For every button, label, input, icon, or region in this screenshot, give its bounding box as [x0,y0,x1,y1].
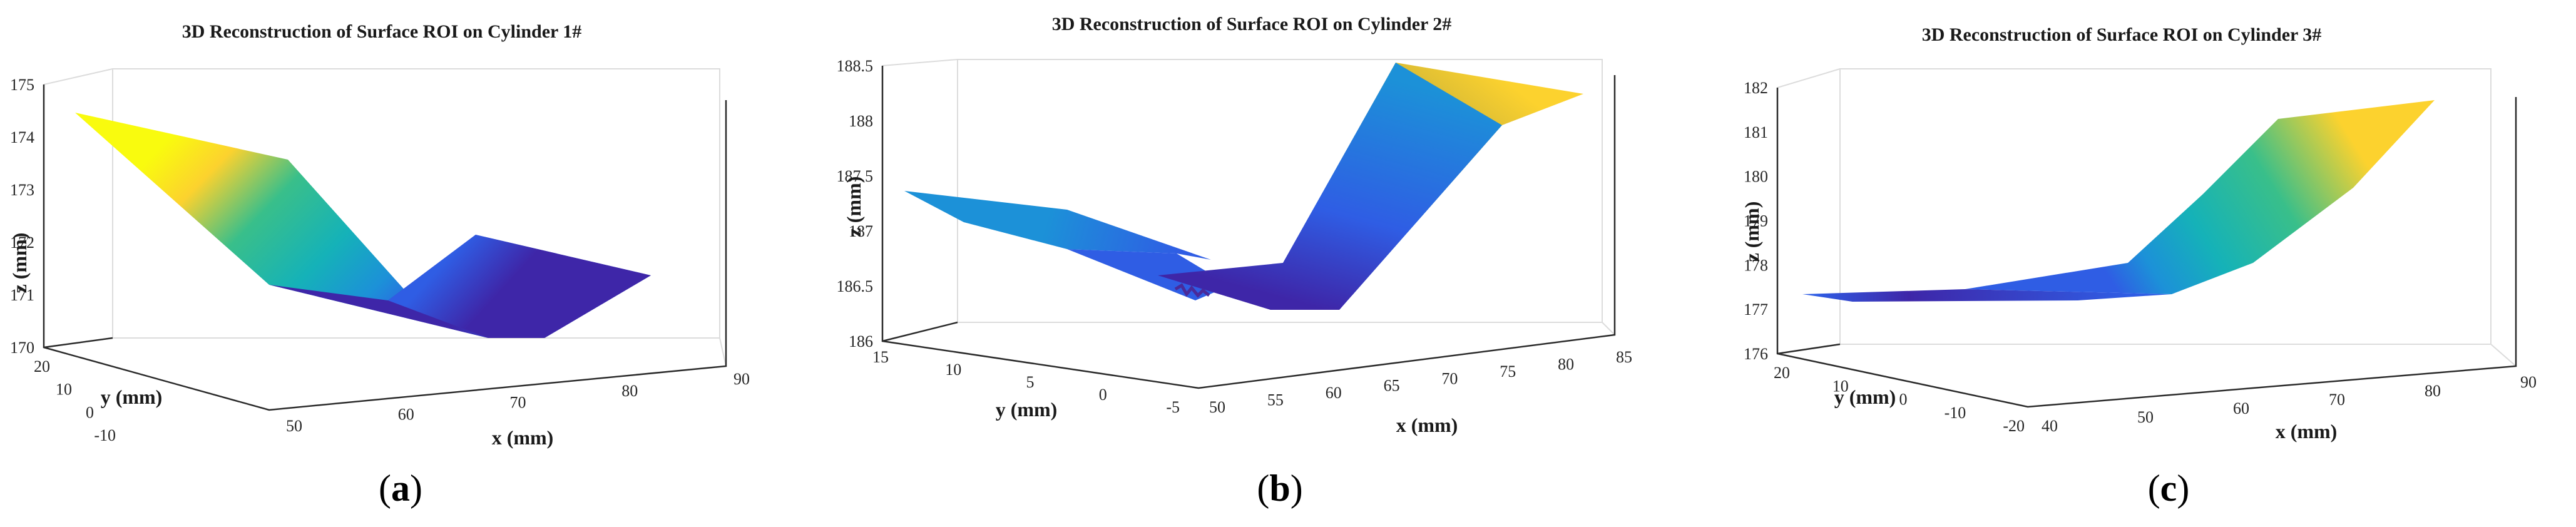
x-tick-a: 80 [621,382,638,400]
y-tick-b: 0 [1099,386,1107,404]
panel-label-c: (c) [2148,468,2190,509]
x-tick-c: 80 [2425,382,2441,400]
axes-box-c [1776,68,2517,408]
x-tick-b: 70 [1441,369,1458,387]
axes-box-b [881,59,1616,389]
x-tick-c: 90 [2520,373,2537,391]
surface-right-slope-c [1965,100,2435,294]
y-tick-a: 10 [56,381,72,399]
x-tick-b: 55 [1267,391,1284,409]
y-tick-b: 5 [1026,373,1035,391]
y-axis-label-c: y (mm) [1834,386,1896,408]
z-tick-c: 180 [1744,168,1768,186]
x-tick-a: 60 [398,405,414,423]
z-tick-c: 181 [1744,123,1768,141]
z-tick-b: 188 [849,112,873,130]
surface-valley-b [1158,63,1502,310]
x-axis-label-b: x (mm) [1396,414,1458,436]
surface-left-slope-b [904,191,1211,260]
z-tick-c: 178 [1744,256,1768,274]
chart-title-c: 3D Reconstruction of Surface ROI on Cyli… [1922,24,2322,45]
chart-title-a: 3D Reconstruction of Surface ROI on Cyli… [182,21,582,42]
z-tick-b: 186.5 [837,277,874,295]
chart-panel-c: 3D Reconstruction of Surface ROI on Cyli… [1740,24,2537,509]
y-tick-c: 0 [1899,391,1908,409]
y-tick-a: 20 [34,357,50,376]
surface-valley-a [388,235,651,338]
x-tick-c: 50 [2137,408,2154,426]
y-tick-a: 0 [86,403,94,421]
panel-label-b: (b) [1257,468,1302,509]
x-tick-b: 80 [1558,355,1574,373]
surface-left-slope-a [75,113,488,338]
x-tick-a: 70 [510,394,526,412]
x-tick-a: 90 [733,370,750,388]
x-tick-b: 60 [1326,384,1342,402]
x-tick-b: 65 [1384,377,1400,395]
x-tick-b: 75 [1500,362,1516,381]
z-tick-b: 188.5 [837,57,874,75]
x-tick-b: 85 [1616,348,1632,366]
z-tick-a: 171 [10,286,34,304]
z-tick-c: 182 [1744,79,1768,97]
z-tick-a: 175 [10,76,34,94]
y-tick-c: -10 [1945,404,1966,422]
y-tick-c: 10 [1832,377,1849,395]
panel-label-a: (a) [379,468,422,509]
z-tick-c: 179 [1744,212,1768,230]
z-tick-c: 177 [1744,300,1768,319]
z-tick-a: 173 [10,181,34,199]
y-tick-c: -20 [2003,417,2025,435]
y-axis-label-a: y (mm) [101,386,163,408]
y-tick-c: 20 [1774,364,1790,382]
chart-title-b: 3D Reconstruction of Surface ROI on Cyli… [1052,14,1452,34]
y-tick-b: -5 [1166,398,1180,416]
z-axis-label-a: z (mm) [8,233,31,294]
chart-panel-a: 3D Reconstruction of Surface ROI on Cyli… [8,21,750,509]
x-axis-label-c: x (mm) [2276,420,2338,443]
z-tick-b: 187 [849,222,873,240]
chart-panel-b: 3D Reconstruction of Surface ROI on Cyli… [837,14,1633,509]
x-tick-c: 70 [2329,391,2345,409]
x-tick-b: 50 [1209,398,1225,416]
surface-flat-c [1802,289,2172,302]
z-tick-a: 170 [10,339,34,357]
z-axis-label-c: z (mm) [1740,202,1763,262]
z-tick-b: 186 [849,332,873,350]
z-tick-c: 176 [1744,345,1768,363]
y-axis-label-b: y (mm) [996,398,1058,421]
y-tick-a: -10 [94,426,116,444]
y-tick-b: 15 [872,348,889,366]
z-axis-label-b: z (mm) [842,177,865,237]
x-tick-c: 40 [2042,417,2058,435]
surface-defect-b [1174,283,1210,298]
z-tick-a: 174 [10,128,34,146]
z-tick-b: 187.5 [837,167,874,185]
z-tick-a: 172 [10,233,34,252]
x-axis-label-a: x (mm) [492,426,554,449]
x-tick-a: 50 [286,417,302,435]
axes-box-a [43,68,727,411]
y-tick-b: 10 [945,361,961,379]
x-tick-c: 60 [2233,399,2249,417]
